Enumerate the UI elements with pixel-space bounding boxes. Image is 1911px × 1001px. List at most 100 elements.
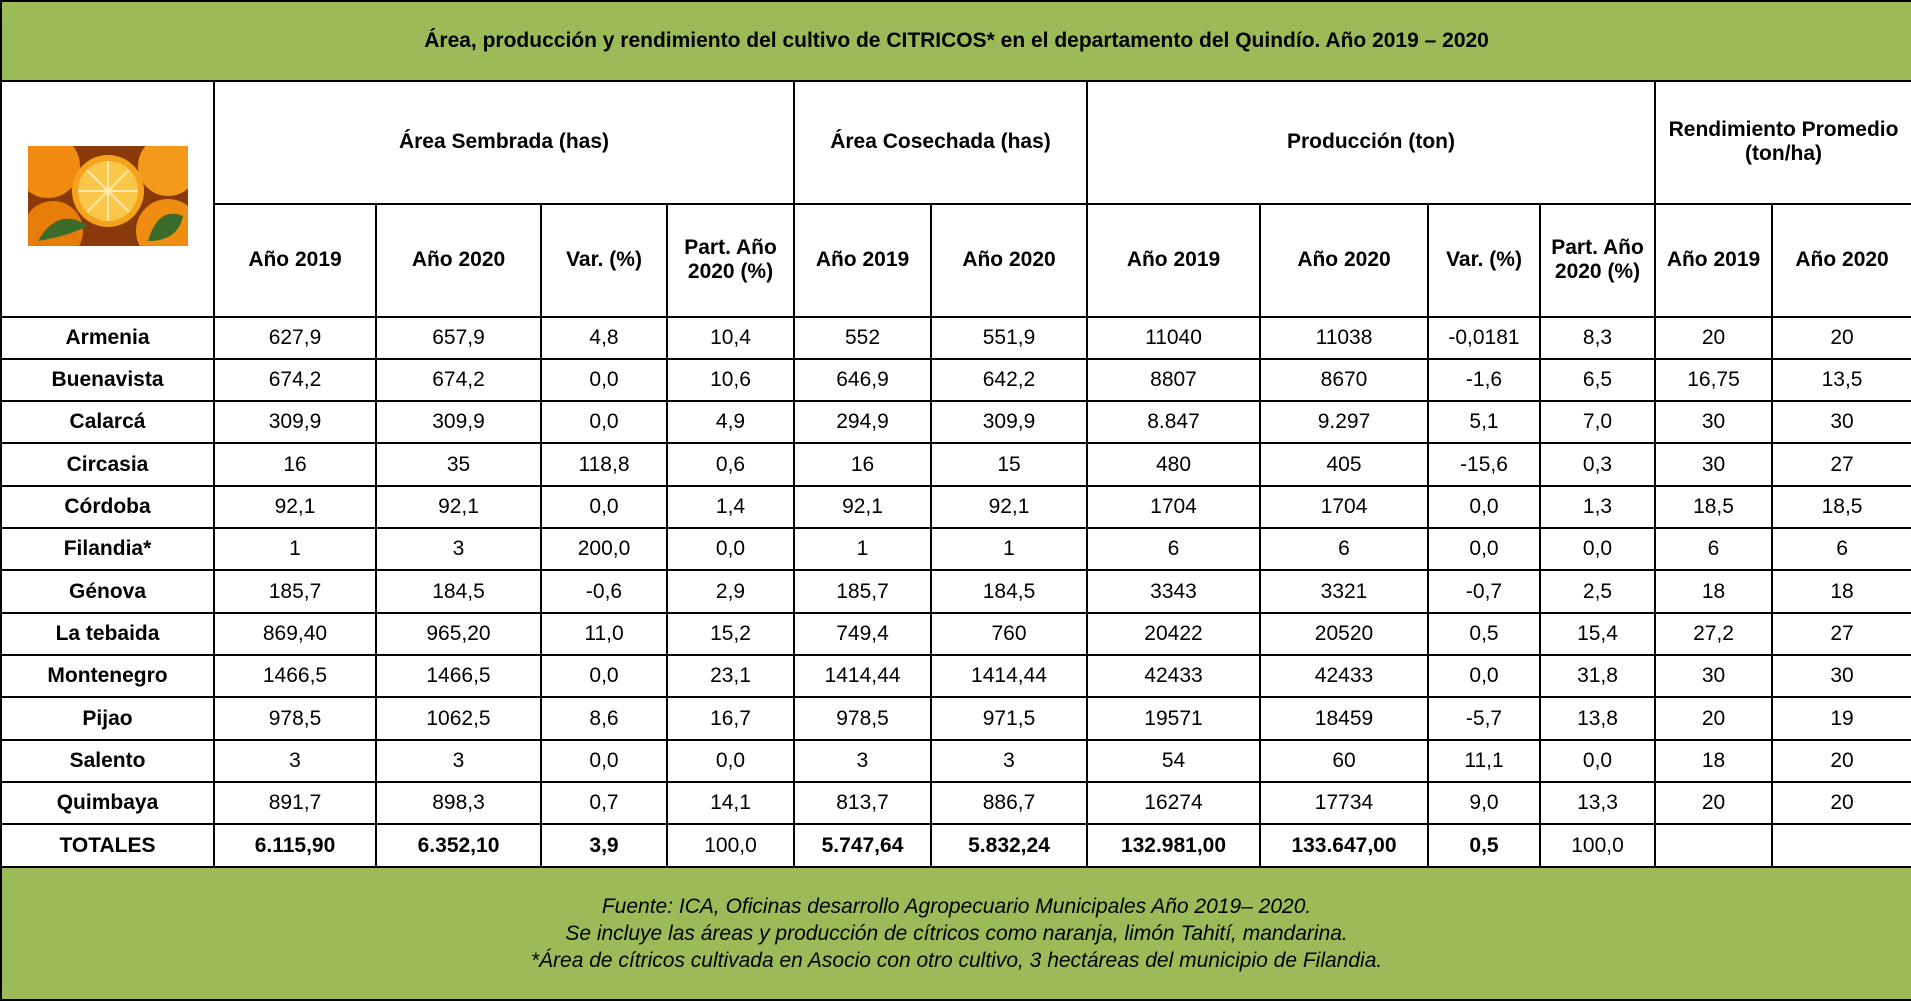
cell: 11040: [1087, 317, 1260, 359]
cell: 657,9: [376, 317, 541, 359]
cell: 15,4: [1540, 613, 1655, 655]
page: Área, producción y rendimiento del culti…: [0, 0, 1911, 1001]
footer-row: Fuente: ICA, Oficinas desarrollo Agropec…: [1, 867, 1911, 1000]
cell: 8.847: [1087, 401, 1260, 443]
cell: 8807: [1087, 359, 1260, 401]
table-title: Área, producción y rendimiento del culti…: [1, 1, 1911, 81]
total-cell: 0,5: [1428, 824, 1540, 866]
cell: 30: [1655, 655, 1772, 697]
empty-cell: [1655, 824, 1772, 866]
cell: 92,1: [931, 486, 1087, 528]
municipality: Armenia: [1, 317, 214, 359]
cell: 27: [1772, 443, 1911, 485]
cell: 674,2: [376, 359, 541, 401]
empty-cell: [1772, 824, 1911, 866]
orange-image: [1, 81, 214, 317]
cell: 200,0: [541, 528, 667, 570]
total-cell: 3,9: [541, 824, 667, 866]
cell: 309,9: [214, 401, 376, 443]
cell: 0,0: [541, 359, 667, 401]
cell: 42433: [1087, 655, 1260, 697]
orange-picture: [28, 146, 188, 246]
sub-header: Var. (%): [1428, 204, 1540, 317]
cell: 0,0: [1540, 528, 1655, 570]
total-cell: 100,0: [1540, 824, 1655, 866]
cell: 3: [214, 740, 376, 782]
municipality: Filandia*: [1, 528, 214, 570]
cell: 185,7: [794, 570, 931, 612]
cell: 6,5: [1540, 359, 1655, 401]
municipality: Circasia: [1, 443, 214, 485]
cell: 13,5: [1772, 359, 1911, 401]
cell: 20520: [1260, 613, 1428, 655]
cell: 886,7: [931, 782, 1087, 824]
cell: 3: [376, 740, 541, 782]
cell: 0,7: [541, 782, 667, 824]
cell: 27: [1772, 613, 1911, 655]
cell: 23,1: [667, 655, 794, 697]
cell: -15,6: [1428, 443, 1540, 485]
cell: 551,9: [931, 317, 1087, 359]
cell: 18: [1655, 740, 1772, 782]
cell: -0,7: [1428, 570, 1540, 612]
municipality: Córdoba: [1, 486, 214, 528]
cell: 6: [1087, 528, 1260, 570]
cell: 19: [1772, 697, 1911, 739]
cell: 3321: [1260, 570, 1428, 612]
cell: 16: [794, 443, 931, 485]
cell: 5,1: [1428, 401, 1540, 443]
cell: 18459: [1260, 697, 1428, 739]
cell: 0,0: [541, 486, 667, 528]
cell: 3343: [1087, 570, 1260, 612]
cell: 6: [1772, 528, 1911, 570]
sub-header: Año 2020: [1772, 204, 1911, 317]
cell: 35: [376, 443, 541, 485]
cell: 1: [794, 528, 931, 570]
cell: 9,0: [1428, 782, 1540, 824]
cell: 869,40: [214, 613, 376, 655]
cell: 552: [794, 317, 931, 359]
table-body: Área, producción y rendimiento del culti…: [1, 1, 1911, 1000]
cell: 20: [1772, 317, 1911, 359]
cell: 0,6: [667, 443, 794, 485]
group-header: Rendimiento Promedio (ton/ha): [1655, 81, 1911, 204]
municipality: Montenegro: [1, 655, 214, 697]
cell: 646,9: [794, 359, 931, 401]
totals-label: TOTALES: [1, 824, 214, 866]
cell: 16274: [1087, 782, 1260, 824]
cell: 0,0: [1540, 740, 1655, 782]
total-cell: 5.832,24: [931, 824, 1087, 866]
cell: 184,5: [931, 570, 1087, 612]
cell: 13,8: [1540, 697, 1655, 739]
cell: 10,6: [667, 359, 794, 401]
sub-header: Part. Año 2020 (%): [1540, 204, 1655, 317]
total-cell: 6.115,90: [214, 824, 376, 866]
group-header: Área Cosechada (has): [794, 81, 1087, 204]
cell: 6: [1655, 528, 1772, 570]
cell: 965,20: [376, 613, 541, 655]
municipality: La tebaida: [1, 613, 214, 655]
cell: 8670: [1260, 359, 1428, 401]
cell: 0,0: [541, 655, 667, 697]
cell: 15: [931, 443, 1087, 485]
sub-header: Año 2020: [376, 204, 541, 317]
note: Se incluye las áreas y producción de cít…: [6, 920, 1907, 947]
cell: 16: [214, 443, 376, 485]
cell: 20: [1772, 740, 1911, 782]
cell: 10,4: [667, 317, 794, 359]
cell: 185,7: [214, 570, 376, 612]
cell: 2,5: [1540, 570, 1655, 612]
note: *Área de cítricos cultivada en Asocio co…: [6, 947, 1907, 974]
cell: 1704: [1260, 486, 1428, 528]
cell: 54: [1087, 740, 1260, 782]
cell: 92,1: [376, 486, 541, 528]
cell: 1414,44: [794, 655, 931, 697]
municipality: Quimbaya: [1, 782, 214, 824]
cell: 0,0: [541, 740, 667, 782]
